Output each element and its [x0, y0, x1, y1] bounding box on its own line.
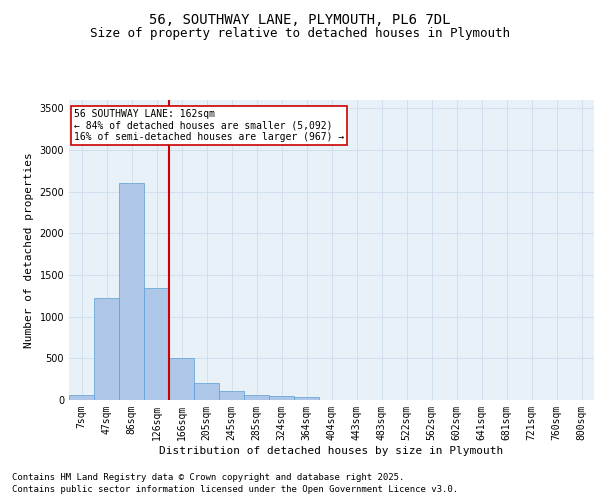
Y-axis label: Number of detached properties: Number of detached properties [24, 152, 34, 348]
Text: 56 SOUTHWAY LANE: 162sqm
← 84% of detached houses are smaller (5,092)
16% of sem: 56 SOUTHWAY LANE: 162sqm ← 84% of detach… [74, 109, 344, 142]
Bar [219, 391, 244, 400]
X-axis label: Distribution of detached houses by size in Plymouth: Distribution of detached houses by size … [160, 446, 503, 456]
Bar [119, 184, 144, 400]
Bar [244, 395, 269, 400]
Bar [194, 384, 219, 400]
Bar [144, 288, 169, 400]
Text: Contains public sector information licensed under the Open Government Licence v3: Contains public sector information licen… [12, 485, 458, 494]
Bar [294, 397, 319, 400]
Bar [169, 358, 194, 400]
Bar [94, 298, 119, 400]
Text: Size of property relative to detached houses in Plymouth: Size of property relative to detached ho… [90, 28, 510, 40]
Text: Contains HM Land Registry data © Crown copyright and database right 2025.: Contains HM Land Registry data © Crown c… [12, 472, 404, 482]
Text: 56, SOUTHWAY LANE, PLYMOUTH, PL6 7DL: 56, SOUTHWAY LANE, PLYMOUTH, PL6 7DL [149, 12, 451, 26]
Bar [69, 395, 94, 400]
Bar [269, 396, 294, 400]
